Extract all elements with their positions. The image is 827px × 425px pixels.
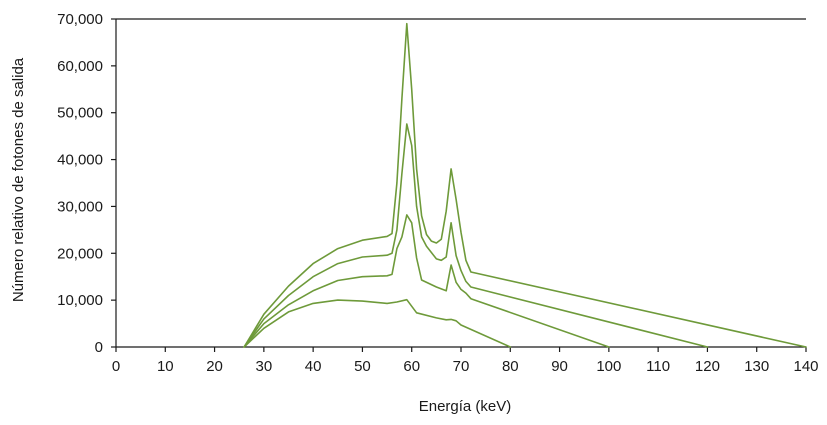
x-tick-label: 50: [354, 358, 371, 375]
y-tick-label: 20,000: [57, 245, 103, 262]
y-tick-label: 30,000: [57, 198, 103, 215]
y-tick-label: 10,000: [57, 292, 103, 309]
y-axis-title: Número relativo de fotones de salida: [10, 57, 27, 302]
x-tick-label: 100: [596, 358, 621, 375]
y-tick-label: 50,000: [57, 105, 103, 122]
series-line-3: [243, 123, 709, 348]
x-tick-label: 60: [403, 358, 420, 375]
x-tick-label: 10: [157, 358, 174, 375]
x-tick-label: 70: [453, 358, 470, 375]
y-tick-label: 70,000: [57, 11, 103, 28]
axes: [115, 18, 806, 348]
x-tick-label: 130: [744, 358, 769, 375]
x-tick-label: 0: [112, 358, 120, 375]
y-tick-label: 40,000: [57, 152, 103, 169]
series-line-2: [243, 214, 610, 348]
x-tick-label: 80: [502, 358, 519, 375]
series-line-4: [243, 22, 807, 348]
y-tick-label: 60,000: [57, 58, 103, 75]
x-tick-label: 40: [305, 358, 322, 375]
x-ticks: 0 10 20 30 40 50 60 70 80 90 100 110 120 130 140: [112, 347, 819, 375]
x-tick-label: 20: [206, 358, 223, 375]
series-group: [243, 22, 807, 348]
y-tick-label: 0: [95, 339, 103, 356]
series-line-1: [243, 298, 512, 348]
x-tick-label: 110: [646, 358, 670, 375]
x-axis-title: Energía (keV): [419, 398, 512, 415]
x-tick-label: 140: [793, 358, 818, 375]
x-tick-label: 30: [256, 358, 273, 375]
x-tick-label: 120: [695, 358, 720, 375]
x-tick-label: 90: [551, 358, 568, 375]
y-ticks: 0 10,000 20,000 30,000 40,000 50,000 60,000 70,…: [57, 11, 116, 356]
